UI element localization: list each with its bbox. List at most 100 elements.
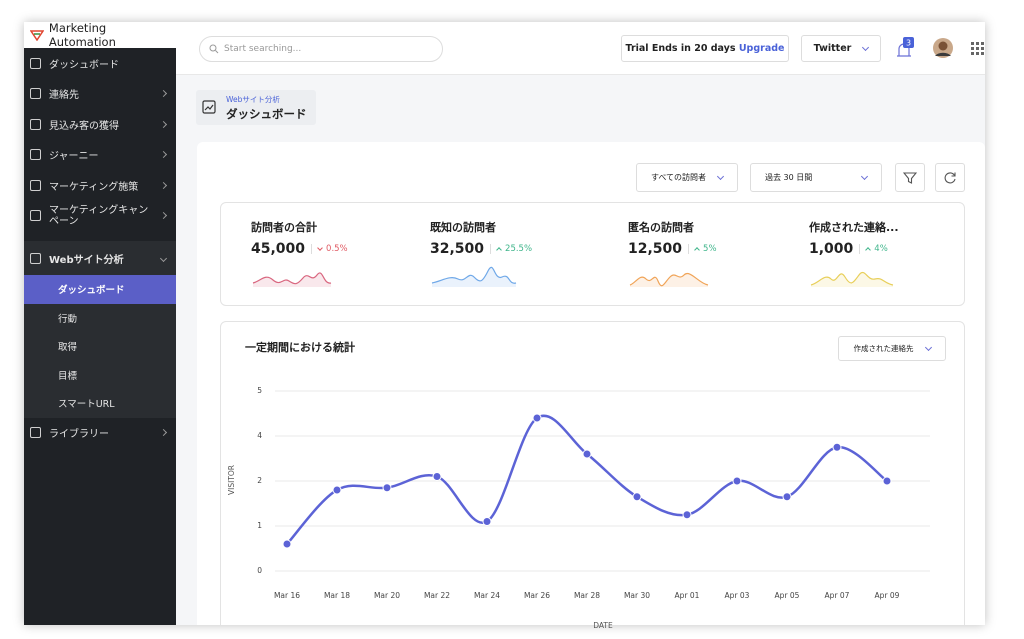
x-tick-label: Apr 07: [825, 591, 850, 600]
point: [582, 449, 592, 459]
chart-title: 一定期間における統計: [245, 340, 355, 354]
search-placeholder: Start searching...: [224, 44, 302, 54]
sparkline: [252, 272, 332, 287]
app-window: Marketing Automation ダッシュボード 連絡先 見込み客の獲得ジャ…: [24, 22, 985, 625]
nav-subitem[interactable]: ダッシュボード: [24, 275, 176, 304]
upgrade-link[interactable]: Upgrade: [738, 43, 785, 54]
sparkline: [431, 266, 517, 287]
point: [882, 476, 892, 486]
y-tick-label: 0: [257, 566, 262, 575]
nav-subitem[interactable]: 取得: [58, 342, 78, 354]
brand: Marketing Automation: [24, 22, 176, 49]
filter-icon: [903, 171, 917, 184]
x-tick-label: Apr 09: [875, 591, 900, 600]
breadcrumb-parent[interactable]: Webサイト分析: [226, 95, 280, 104]
trial-text: Trial Ends in 20 days: [625, 43, 736, 54]
nav-icon: [30, 57, 41, 69]
x-tick-label: Mar 16: [274, 591, 300, 600]
y-tick-label: 1: [257, 521, 262, 530]
nav-subitem[interactable]: 目標: [58, 370, 78, 382]
point: [432, 472, 442, 481]
sparkline: [629, 273, 709, 287]
x-tick-label: Mar 24: [474, 591, 500, 600]
badge: [903, 37, 914, 48]
kpi-change-value: 5%: [703, 244, 717, 254]
filter-button[interactable]: [895, 163, 925, 192]
point: [332, 485, 342, 495]
trial-banner: Trial Ends in 20 days Upgrade: [621, 35, 789, 62]
kpi-label: 匿名の訪問者: [628, 221, 694, 234]
nav-item[interactable]: ジャーニー: [24, 140, 176, 171]
kpi-change-value: 25.5%: [505, 244, 533, 254]
point: [382, 483, 392, 493]
point: [782, 492, 792, 502]
nav-item[interactable]: マーケティングキャンペーン: [24, 201, 176, 232]
search-box[interactable]: Start searching...: [199, 36, 443, 62]
topbar: Start searching... Trial Ends in 20 days…: [176, 22, 985, 75]
x-axis-label: DATE: [593, 621, 613, 630]
point: [682, 510, 692, 520]
nav-item[interactable]: ダッシュボード: [24, 48, 176, 79]
kpi-change: 5%: [688, 244, 717, 254]
kpi-value-row: 45,000 0.5%: [251, 241, 348, 257]
x-tick-label: Mar 22: [424, 591, 450, 600]
audience-filter[interactable]: すべての訪問者: [636, 163, 738, 192]
period-filter[interactable]: 過去 30 日間: [750, 163, 882, 192]
nav-item[interactable]: マーケティング施策: [24, 170, 176, 201]
y-tick-label: 4: [257, 431, 262, 440]
y-axis-label: VISITOR: [227, 465, 236, 495]
sparkline-path: [253, 272, 331, 287]
point: [732, 476, 742, 486]
nav-subitem[interactable]: 行動: [58, 313, 78, 325]
kpi-change-value: 4%: [874, 244, 888, 254]
y-tick-label: 2: [257, 476, 262, 485]
kpi-label: 既知の訪問者: [430, 221, 496, 234]
chart-metric: 作成された連絡先: [853, 344, 914, 353]
x-tick-label: Mar 30: [624, 591, 650, 600]
refresh-icon: [944, 171, 956, 183]
kpi-value-row: 1,000 4%: [809, 241, 899, 257]
avatar[interactable]: [932, 37, 954, 59]
page-icon: [202, 100, 216, 114]
nav-subitem[interactable]: スマートURL: [58, 399, 115, 411]
point: [532, 413, 542, 423]
kpi-value: 45,000: [251, 241, 306, 257]
nav-icon: [30, 210, 41, 222]
nav-section: Webサイト分析 ダッシュボード行動取得目標スマートURL: [24, 241, 176, 418]
channel-select[interactable]: Twitter: [801, 35, 881, 62]
kpi-value-row: 32,500 25.5%: [430, 241, 532, 257]
brand-logo: [30, 30, 44, 41]
nav-item[interactable]: 連絡先: [24, 79, 176, 110]
line: [286, 414, 888, 545]
nav-item[interactable]: Webサイト分析: [24, 241, 176, 275]
nav-icon: [30, 252, 41, 264]
sparkline-path: [630, 273, 708, 287]
nav-item[interactable]: ライブラリー: [24, 418, 176, 449]
apps-menu[interactable]: [971, 42, 985, 56]
kpi-value-row: 12,500 5%: [628, 241, 718, 257]
content-panel: すべての訪問者 過去 30 日間 訪問者の合計 45,000 0.5% 既知の訪問者 3…: [197, 142, 985, 625]
notifications[interactable]: 3: [893, 36, 917, 62]
nav-label: ライブラリー: [49, 429, 109, 441]
sparkline-path: [811, 272, 893, 287]
x-tick-label: Mar 28: [574, 591, 600, 600]
nav-icon: [30, 149, 41, 161]
kpi-change: 4%: [859, 244, 888, 254]
kpi: 既知の訪問者 32,500 25.5%: [430, 219, 532, 289]
nav-label: マーケティングキャンペーン: [49, 204, 149, 227]
search-icon: [209, 44, 219, 54]
refresh-button[interactable]: [935, 163, 965, 192]
x-tick-label: Apr 03: [725, 591, 750, 600]
brand-name: Marketing Automation: [48, 22, 116, 49]
kpi-value: 12,500: [628, 241, 683, 257]
point: [282, 539, 292, 549]
nav-item[interactable]: 見込み客の獲得: [24, 109, 176, 140]
x-tick-label: Mar 26: [524, 591, 550, 600]
nav-label: ジャーニー: [49, 151, 99, 163]
kpi: 匿名の訪問者 12,500 5%: [628, 219, 718, 289]
chart-card: 作成された連絡先: [220, 321, 965, 625]
channel-name: Twitter: [813, 43, 852, 54]
sparkline-path: [252, 272, 332, 285]
chart-metric-select[interactable]: 作成された連絡先: [838, 336, 946, 361]
kpi-change: 25.5%: [490, 244, 532, 254]
